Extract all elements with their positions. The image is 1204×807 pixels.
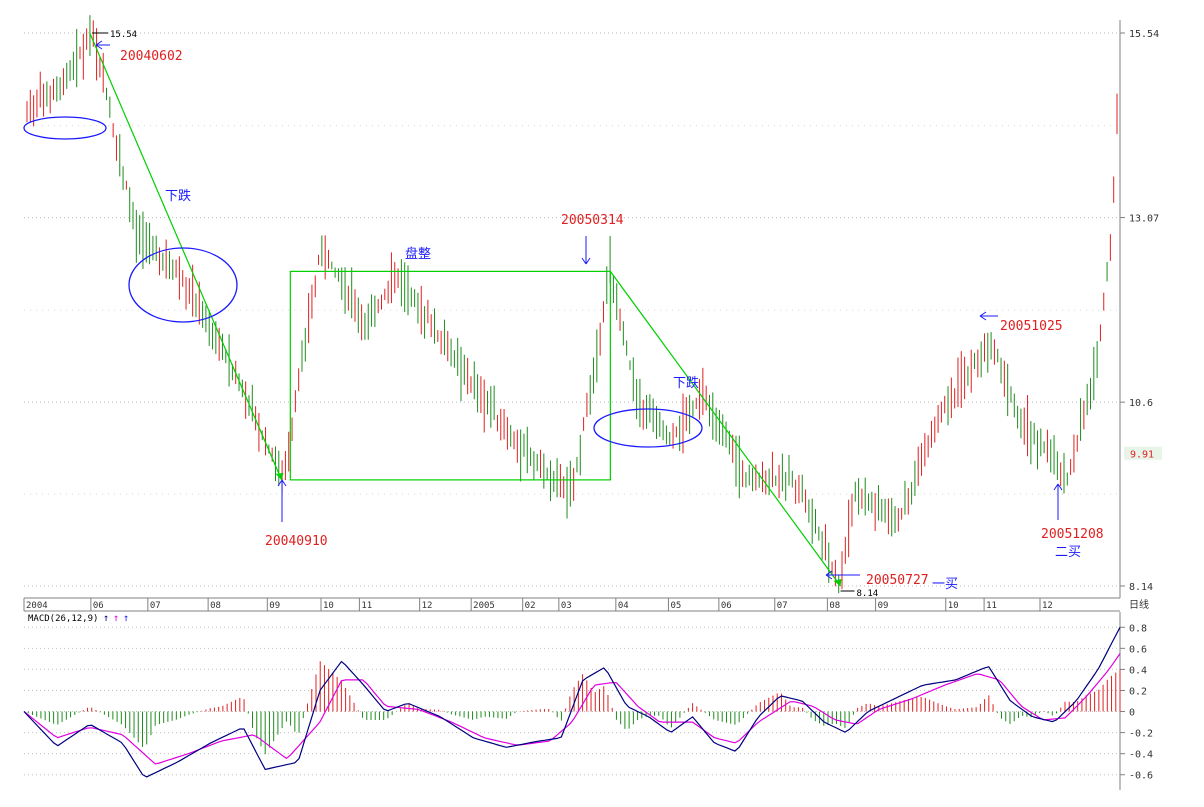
trend-arrowhead (833, 579, 842, 586)
candlestick-series (26, 15, 1118, 594)
low-price-label: 8.14 (857, 589, 879, 599)
macd-tick-label: 0.2 (1129, 686, 1147, 697)
annotation-fall1: 下跌 (165, 188, 191, 204)
price-axis: 15.54 13.07 10.6 8.14 9.91 (1119, 20, 1162, 598)
annotation-d2: 20040910 (265, 534, 328, 549)
date-tick-label: 10 (948, 601, 959, 611)
price-tick-label: 15.54 (1129, 29, 1159, 40)
arrow-icon (581, 257, 591, 265)
trend-arrowhead (275, 472, 284, 480)
date-tick-label: 2005 (473, 601, 495, 611)
annotation-layer: 15.548.1420040602下跌盘整2004091020050314下跌2… (23, 30, 1104, 599)
macd-tick-label: 0.4 (1129, 665, 1147, 676)
period-label: 日线 (1129, 598, 1149, 611)
date-tick-label: 06 (93, 601, 104, 611)
annotation-d4: 20050727 (866, 573, 929, 588)
macd-legend-arrow-icon: ↑ (103, 613, 109, 624)
macd-title: MACD(26,12,9) (28, 614, 98, 624)
macd-tick-label: -0.4 (1129, 750, 1153, 761)
date-tick-label: 12 (1042, 601, 1053, 611)
consolidation-box (289, 270, 611, 481)
macd-tick-label: -0.6 (1129, 771, 1153, 782)
current-price-bg (1124, 446, 1162, 460)
downtrend-line-2 (609, 271, 842, 587)
date-tick-label: 09 (878, 601, 889, 611)
date-tick-label: 10 (323, 601, 334, 611)
price-grid (24, 32, 1120, 587)
macd-dea-line (23, 653, 1121, 765)
current-price-label: 9.91 (1130, 450, 1154, 461)
price-tick-label: 8.14 (1129, 582, 1153, 593)
date-tick-label: 07 (777, 601, 788, 611)
annotation-consol: 盘整 (405, 246, 431, 262)
date-tick-label: 08 (829, 601, 840, 611)
date-tick-label: 2004 (26, 601, 48, 611)
date-tick-label: 11 (361, 601, 372, 611)
date-tick-label: 09 (269, 601, 280, 611)
macd-dif-line (23, 627, 1121, 778)
annotation-d3: 20050314 (561, 213, 624, 228)
arrow-icon (825, 570, 833, 580)
macd-legend-arrow-icon: ↑ (113, 613, 119, 624)
annotation-d5: 20051025 (1000, 319, 1063, 334)
date-tick-label: 08 (210, 601, 221, 611)
date-tick-label: 03 (561, 601, 572, 611)
date-tick-label: 02 (525, 601, 536, 611)
macd-tick-label: 0.6 (1129, 644, 1147, 655)
macd-tick-label: 0 (1129, 708, 1135, 719)
date-tick-label: 11 (986, 601, 997, 611)
date-tick-label: 04 (618, 601, 629, 611)
macd-legend-arrow-icon: ↑ (123, 613, 129, 624)
arrow-icon (1053, 483, 1063, 491)
date-tick-label: 07 (150, 601, 161, 611)
high-price-label: 15.54 (110, 30, 137, 40)
date-axis: 2004 06 07 08 09 10 11 12 2005 02 03 04 05 06 07 08 09 10… (23, 597, 1149, 612)
annotation-buy1: 一买 (932, 577, 958, 592)
date-tick-label: 05 (670, 601, 681, 611)
macd-panel: MACD(26,12,9) ↑ ↑ ↑ 0.8 0.6 0.4 0.2 0 -0.2 -0.4 -0.… (23, 612, 1153, 790)
downtrend-line-1 (89, 32, 283, 481)
date-tick-label: 12 (422, 601, 433, 611)
consolidation-ellipse (593, 408, 703, 448)
annotation-buy2: 二买 (1055, 545, 1081, 560)
date-tick-label: 06 (721, 601, 732, 611)
arrow-icon (95, 40, 103, 50)
consolidation-ellipse (23, 116, 107, 140)
arrow-icon (277, 479, 287, 487)
annotation-d6: 20051208 (1041, 527, 1104, 542)
annotation-d1: 20040602 (120, 49, 183, 64)
consolidation-ellipse (128, 247, 238, 323)
annotation-fall2: 下跌 (673, 375, 699, 391)
macd-tick-label: -0.2 (1129, 729, 1153, 740)
price-tick-label: 10.6 (1129, 398, 1153, 409)
arrow-icon (979, 311, 987, 321)
macd-tick-label: 0.8 (1129, 623, 1147, 634)
price-tick-label: 13.07 (1129, 214, 1159, 225)
